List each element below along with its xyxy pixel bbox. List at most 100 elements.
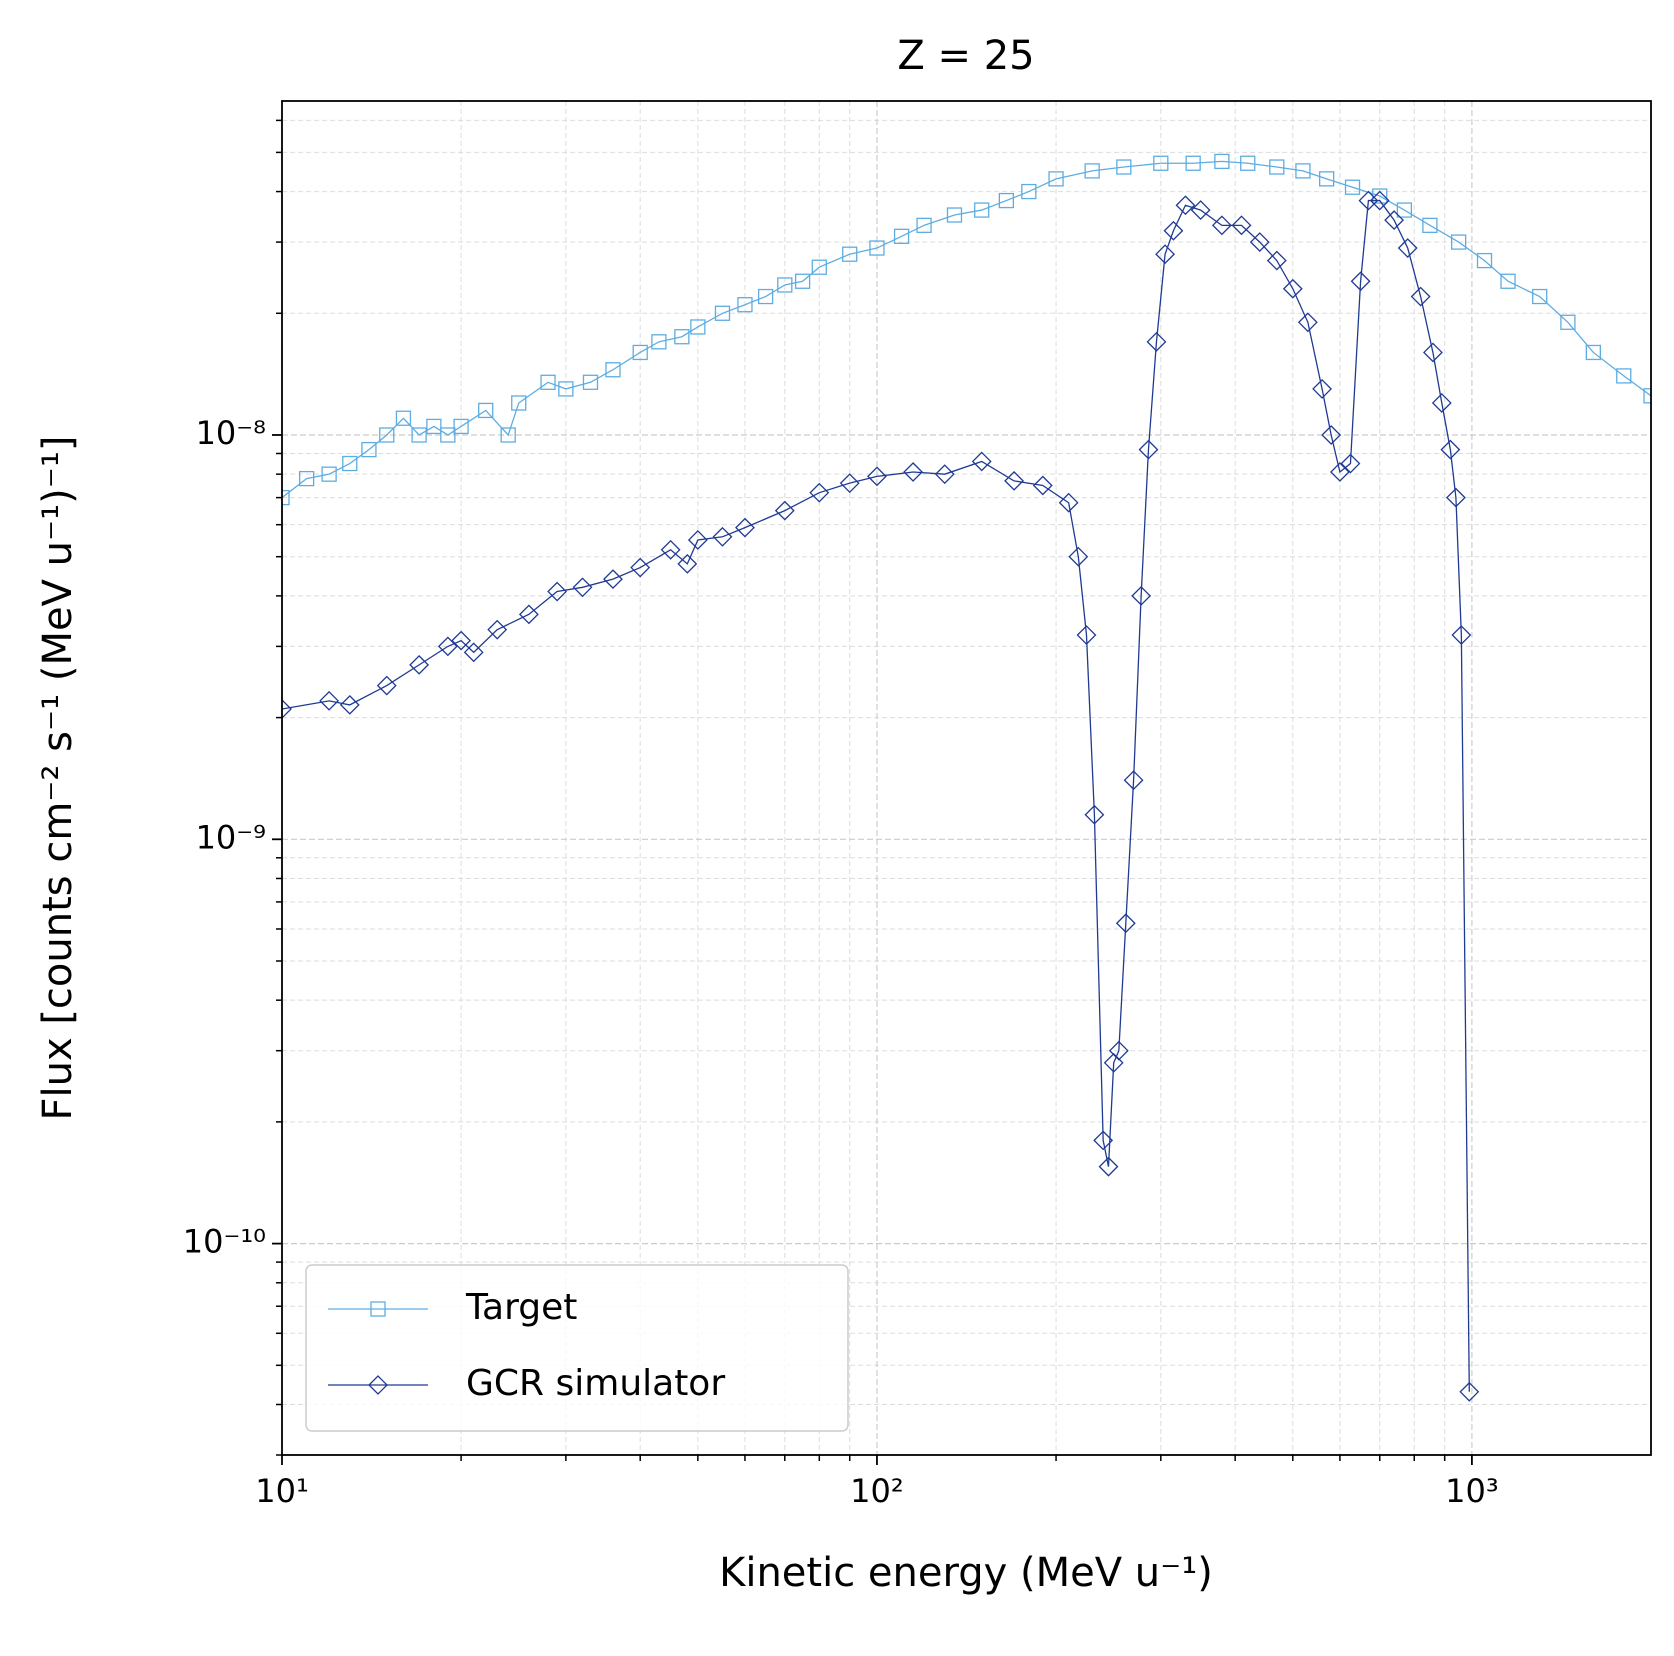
marker <box>540 374 556 390</box>
marker <box>1021 183 1037 200</box>
series-line <box>282 199 1470 1392</box>
marker <box>1410 286 1431 307</box>
marker <box>1340 453 1361 474</box>
marker <box>605 362 621 378</box>
marker <box>1185 155 1201 171</box>
marker <box>712 526 733 547</box>
marker <box>1163 220 1184 241</box>
marker <box>1240 155 1256 171</box>
marker <box>1084 163 1100 179</box>
x-tick-label: 10³ <box>1445 1472 1499 1510</box>
marker <box>1616 368 1632 384</box>
marker <box>1445 487 1466 508</box>
marker <box>903 462 923 482</box>
legend-box <box>305 1264 849 1432</box>
marker <box>677 553 698 574</box>
marker <box>757 288 774 305</box>
marker <box>1093 1130 1114 1151</box>
marker <box>463 642 484 663</box>
marker <box>1321 425 1342 445</box>
marker <box>1146 331 1167 352</box>
marker <box>1138 439 1159 460</box>
marker <box>1384 210 1405 231</box>
marker <box>370 1301 386 1317</box>
marker <box>440 427 456 443</box>
x-tick-label: 10² <box>850 1472 904 1510</box>
marker <box>1084 804 1105 825</box>
marker <box>1155 244 1176 265</box>
marker <box>572 577 593 598</box>
marker <box>934 464 955 485</box>
marker <box>809 482 830 503</box>
marker <box>674 329 690 345</box>
marker <box>1450 234 1467 250</box>
marker <box>298 470 315 487</box>
marker <box>342 455 358 472</box>
marker <box>1108 1040 1129 1061</box>
marker <box>1098 1156 1119 1177</box>
marker <box>547 581 568 602</box>
marker <box>916 217 932 233</box>
marker <box>714 305 731 321</box>
marker <box>1459 1381 1480 1402</box>
y-axis-label: Flux [counts cm⁻² s⁻¹ (MeV u⁻¹)⁻¹] <box>35 435 81 1120</box>
marker <box>869 240 885 256</box>
marker <box>1422 217 1438 233</box>
marker <box>1116 159 1132 175</box>
marker <box>339 694 360 715</box>
marker <box>1431 393 1452 413</box>
marker <box>411 427 427 443</box>
marker <box>582 374 599 390</box>
marker <box>518 604 539 625</box>
marker <box>500 427 516 443</box>
marker <box>1004 470 1024 491</box>
marker <box>1295 163 1311 179</box>
y-tick-label: 10⁻⁹ <box>196 818 266 856</box>
marker <box>1068 546 1089 567</box>
marker <box>774 500 795 521</box>
marker <box>794 273 811 289</box>
series-line <box>282 160 1651 499</box>
marker <box>319 690 340 711</box>
marker <box>376 675 397 696</box>
legend-label: GCR simulator <box>466 1363 725 1404</box>
marker <box>998 192 1014 209</box>
marker <box>395 410 412 426</box>
marker <box>1153 155 1169 171</box>
marker <box>487 619 508 640</box>
marker <box>1532 288 1548 305</box>
marker <box>687 530 708 550</box>
marker <box>1500 273 1516 289</box>
marker <box>1032 475 1053 496</box>
marker <box>735 517 755 538</box>
x-axis-label: Kinetic energy (MeV u⁻¹) <box>719 1550 1213 1596</box>
marker <box>1123 770 1144 791</box>
marker <box>1585 344 1601 361</box>
marker <box>1282 278 1303 299</box>
marker <box>1048 171 1064 187</box>
marker <box>1249 232 1270 253</box>
marker <box>379 427 395 443</box>
marker <box>893 228 910 244</box>
marker <box>1231 215 1252 236</box>
marker <box>1369 190 1390 211</box>
legend-label: Target <box>465 1287 577 1328</box>
marker <box>651 334 667 350</box>
marker <box>1115 913 1136 934</box>
marker <box>603 569 623 590</box>
marker <box>1451 625 1472 645</box>
grid <box>281 101 1651 1456</box>
marker <box>1476 252 1493 269</box>
marker <box>1297 312 1318 333</box>
marker <box>1397 238 1418 258</box>
marker <box>282 699 292 719</box>
marker <box>437 636 458 657</box>
marker <box>1190 200 1211 220</box>
marker <box>282 489 290 506</box>
marker <box>1440 439 1461 460</box>
marker <box>867 466 887 487</box>
marker <box>1396 202 1413 218</box>
marker <box>1423 342 1443 363</box>
marker <box>842 246 858 262</box>
y-tick-label: 10⁻⁸ <box>196 414 266 452</box>
